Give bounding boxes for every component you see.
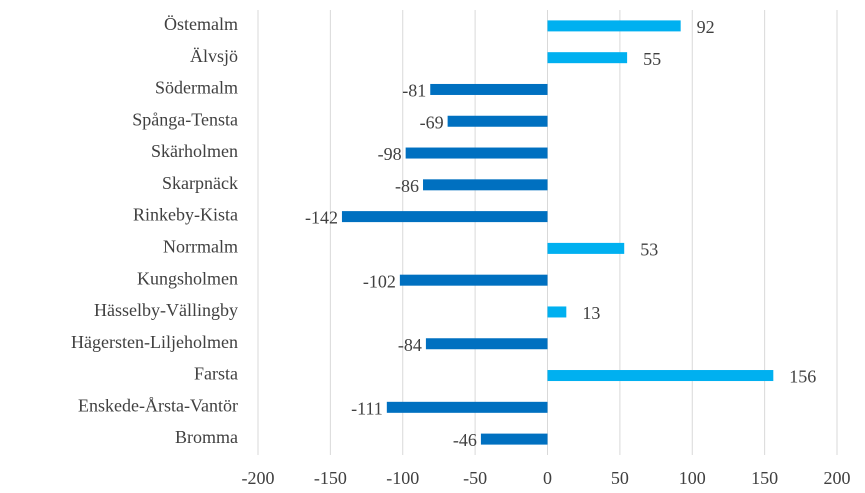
y-tick-label: Bromma (175, 427, 238, 447)
value-label: 13 (582, 303, 600, 323)
value-label: 156 (789, 367, 816, 387)
bar (547, 20, 681, 32)
value-label: 53 (640, 240, 658, 260)
bar (405, 147, 548, 159)
y-tick-label: Östemalm (164, 14, 238, 34)
bar (447, 115, 548, 127)
bar (480, 433, 548, 445)
y-tick-label: Rinkeby-Kista (133, 205, 238, 225)
value-label: 92 (697, 17, 715, 37)
value-label: -81 (402, 81, 426, 101)
bar (425, 338, 548, 350)
value-label: -111 (351, 398, 383, 418)
bar (423, 179, 548, 191)
x-tick-label: 0 (543, 468, 552, 488)
bar (399, 274, 548, 286)
y-tick-label: Enskede-Årsta-Vantör (78, 395, 238, 415)
x-tick-label: 50 (611, 468, 629, 488)
y-tick-label: Norrmalm (163, 237, 238, 257)
bar (547, 370, 774, 382)
value-label: -69 (420, 112, 444, 132)
bar (341, 211, 548, 223)
value-label: -102 (363, 271, 396, 291)
value-label: -98 (378, 144, 402, 164)
y-tick-label: Hässelby-Vällingby (94, 300, 238, 320)
value-label: -84 (398, 335, 422, 355)
value-label: -46 (453, 430, 477, 450)
x-tick-label: -50 (463, 468, 487, 488)
x-tick-label: 100 (679, 468, 706, 488)
y-tick-label: Skarpnäck (162, 173, 238, 193)
y-tick-label: Södermalm (155, 78, 238, 98)
x-tick-label: -200 (242, 468, 275, 488)
x-tick-label: 200 (824, 468, 851, 488)
value-label: 55 (643, 49, 661, 69)
y-tick-label: Älvsjö (190, 46, 238, 66)
y-tick-label: Spånga-Tensta (132, 109, 238, 129)
bar (547, 52, 628, 64)
x-tick-label: -100 (386, 468, 419, 488)
y-tick-label: Farsta (194, 364, 238, 384)
bar (547, 242, 625, 254)
y-tick-label: Hägersten-Liljeholmen (71, 332, 238, 352)
x-tick-label: 150 (751, 468, 778, 488)
x-tick-label: -150 (314, 468, 347, 488)
value-label: -86 (395, 176, 419, 196)
bar (386, 401, 548, 413)
value-label: -142 (305, 208, 338, 228)
bar (430, 83, 548, 95)
y-tick-label: Kungsholmen (137, 268, 238, 288)
y-tick-label: Skärholmen (151, 141, 238, 161)
bar (547, 306, 567, 318)
